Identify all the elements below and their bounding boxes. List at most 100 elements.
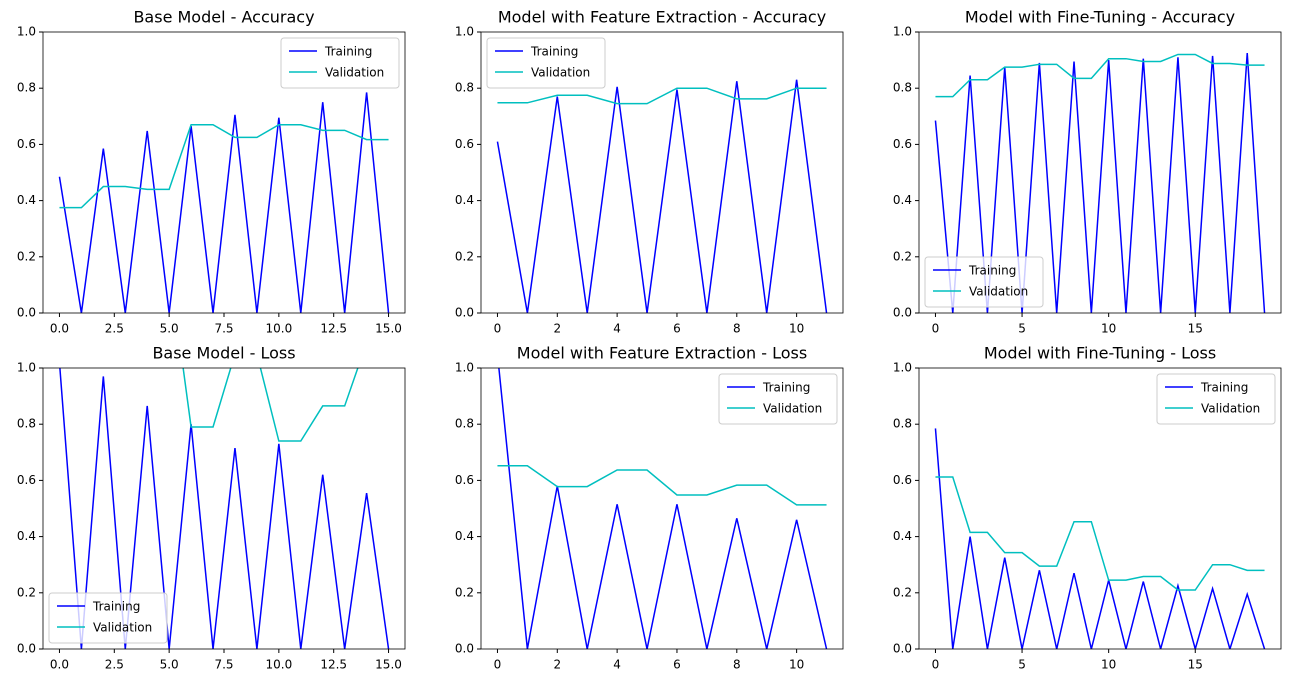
x-tick-label: 15	[1188, 322, 1203, 336]
axes-frame	[480, 367, 844, 650]
y-tick-label: 0.0	[893, 306, 912, 320]
y-tick-label: 0.8	[17, 81, 36, 95]
y-tick-label: 1.0	[893, 361, 912, 375]
x-tick-label: 2.5	[105, 658, 124, 672]
y-tick-label: 0.4	[17, 529, 36, 543]
subplot: Base Model - Accuracy 0.0 2.5 5.0 7.5 10.0 12.…	[17, 8, 406, 336]
series-line	[496, 79, 828, 313]
legend: Training Validation	[1156, 373, 1276, 425]
legend: Training Validation	[718, 373, 838, 425]
y-tick-label: 0.8	[893, 417, 912, 431]
y-tick-label: 0.2	[893, 249, 912, 263]
legend-label: Validation	[325, 66, 384, 80]
y-tick-label: 0.0	[455, 306, 474, 320]
series-line	[497, 87, 827, 105]
subplot-title: Model with Feature Extraction - Accuracy	[498, 8, 826, 27]
x-tick-label: 0.0	[50, 658, 69, 672]
y-tick-label: 0.2	[893, 585, 912, 599]
y-tick-label: 1.0	[455, 25, 474, 39]
subplot-title: Model with Fine-Tuning - Accuracy	[965, 8, 1235, 27]
axes-frame	[918, 367, 1282, 650]
x-tick-label: 12.5	[320, 322, 347, 336]
legend-label: Training	[530, 45, 578, 59]
legend-label: Training	[968, 264, 1016, 278]
y-tick-label: 0.4	[455, 529, 474, 543]
legend-label: Training	[1200, 381, 1248, 395]
x-tick-label: 6	[673, 658, 681, 672]
x-tick-label: 0	[932, 322, 940, 336]
axes-frame	[480, 31, 844, 314]
y-tick-label: 0.6	[455, 473, 474, 487]
y-tick-label: 0.6	[893, 137, 912, 151]
y-tick-label: 0.6	[893, 473, 912, 487]
x-tick-label: 0	[932, 658, 940, 672]
axes-frame	[918, 31, 1282, 314]
y-tick-label: 0.6	[17, 137, 36, 151]
y-tick-label: 0.8	[455, 417, 474, 431]
legend-label: Validation	[763, 402, 822, 416]
series-line	[934, 428, 1266, 649]
y-tick-label: 0.4	[455, 193, 474, 207]
x-tick-label: 5	[1018, 658, 1026, 672]
x-tick-label: 0	[494, 322, 502, 336]
x-tick-label: 10	[1101, 322, 1116, 336]
subplot: Model with Fine-Tuning - Accuracy 0 5 10 15 0…	[893, 8, 1282, 336]
legend-label: Validation	[93, 621, 152, 635]
x-tick-label: 10.0	[265, 658, 292, 672]
x-tick-label: 10.0	[265, 322, 292, 336]
x-tick-label: 7.5	[214, 322, 233, 336]
legend: Training Validation	[280, 37, 400, 89]
x-tick-label: 8	[733, 658, 741, 672]
x-tick-label: 5.0	[160, 658, 179, 672]
series-line	[59, 368, 390, 649]
x-tick-label: 15	[1188, 658, 1203, 672]
legend-label: Validation	[969, 285, 1028, 299]
x-tick-label: 2.5	[105, 322, 124, 336]
subplot-title: Model with Fine-Tuning - Loss	[984, 344, 1216, 363]
x-tick-label: 6	[673, 322, 681, 336]
series-line	[498, 368, 828, 649]
y-tick-label: 0.8	[455, 81, 474, 95]
subplot-title: Base Model - Accuracy	[133, 8, 314, 27]
y-tick-label: 0.0	[17, 642, 36, 656]
series-line	[182, 368, 359, 442]
x-tick-label: 7.5	[214, 658, 233, 672]
series-line	[935, 53, 1265, 98]
legend: Training Validation	[48, 592, 168, 644]
x-tick-label: 5	[1018, 322, 1026, 336]
x-tick-label: 10	[789, 322, 804, 336]
y-tick-label: 0.0	[455, 642, 474, 656]
y-tick-label: 1.0	[17, 25, 36, 39]
x-tick-label: 0.0	[50, 322, 69, 336]
series-line	[497, 465, 827, 506]
y-tick-label: 0.2	[455, 249, 474, 263]
x-tick-label: 10	[1101, 658, 1116, 672]
subplot-title: Base Model - Loss	[152, 344, 295, 363]
x-tick-label: 2	[553, 658, 561, 672]
x-tick-label: 15.0	[375, 322, 402, 336]
y-tick-label: 1.0	[17, 361, 36, 375]
y-tick-label: 1.0	[893, 25, 912, 39]
y-tick-label: 0.2	[17, 249, 36, 263]
legend: Training Validation	[924, 256, 1044, 308]
series-line	[59, 123, 389, 209]
x-tick-label: 15.0	[375, 658, 402, 672]
legend-label: Training	[92, 600, 140, 614]
x-tick-label: 12.5	[320, 658, 347, 672]
x-tick-label: 8	[733, 322, 741, 336]
y-tick-label: 0.4	[17, 193, 36, 207]
subplot: Base Model - Loss 0.0 2.5 5.0 7.5 10.0 12.5 15.…	[17, 344, 406, 672]
x-tick-label: 10	[789, 658, 804, 672]
legend-label: Validation	[531, 66, 590, 80]
subplot: Model with Fine-Tuning - Loss 0 5 10 15 0.0 0.…	[893, 344, 1282, 672]
subplot: Model with Feature Extraction - Accuracy…	[455, 8, 844, 336]
y-tick-label: 0.8	[893, 81, 912, 95]
y-tick-label: 0.6	[17, 473, 36, 487]
legend-label: Training	[762, 381, 810, 395]
y-tick-label: 0.4	[893, 193, 912, 207]
y-tick-label: 0.2	[17, 585, 36, 599]
series-line	[935, 476, 1265, 591]
y-tick-label: 0.2	[455, 585, 474, 599]
subplot-title: Model with Feature Extraction - Loss	[517, 344, 807, 363]
x-tick-label: 4	[613, 658, 621, 672]
